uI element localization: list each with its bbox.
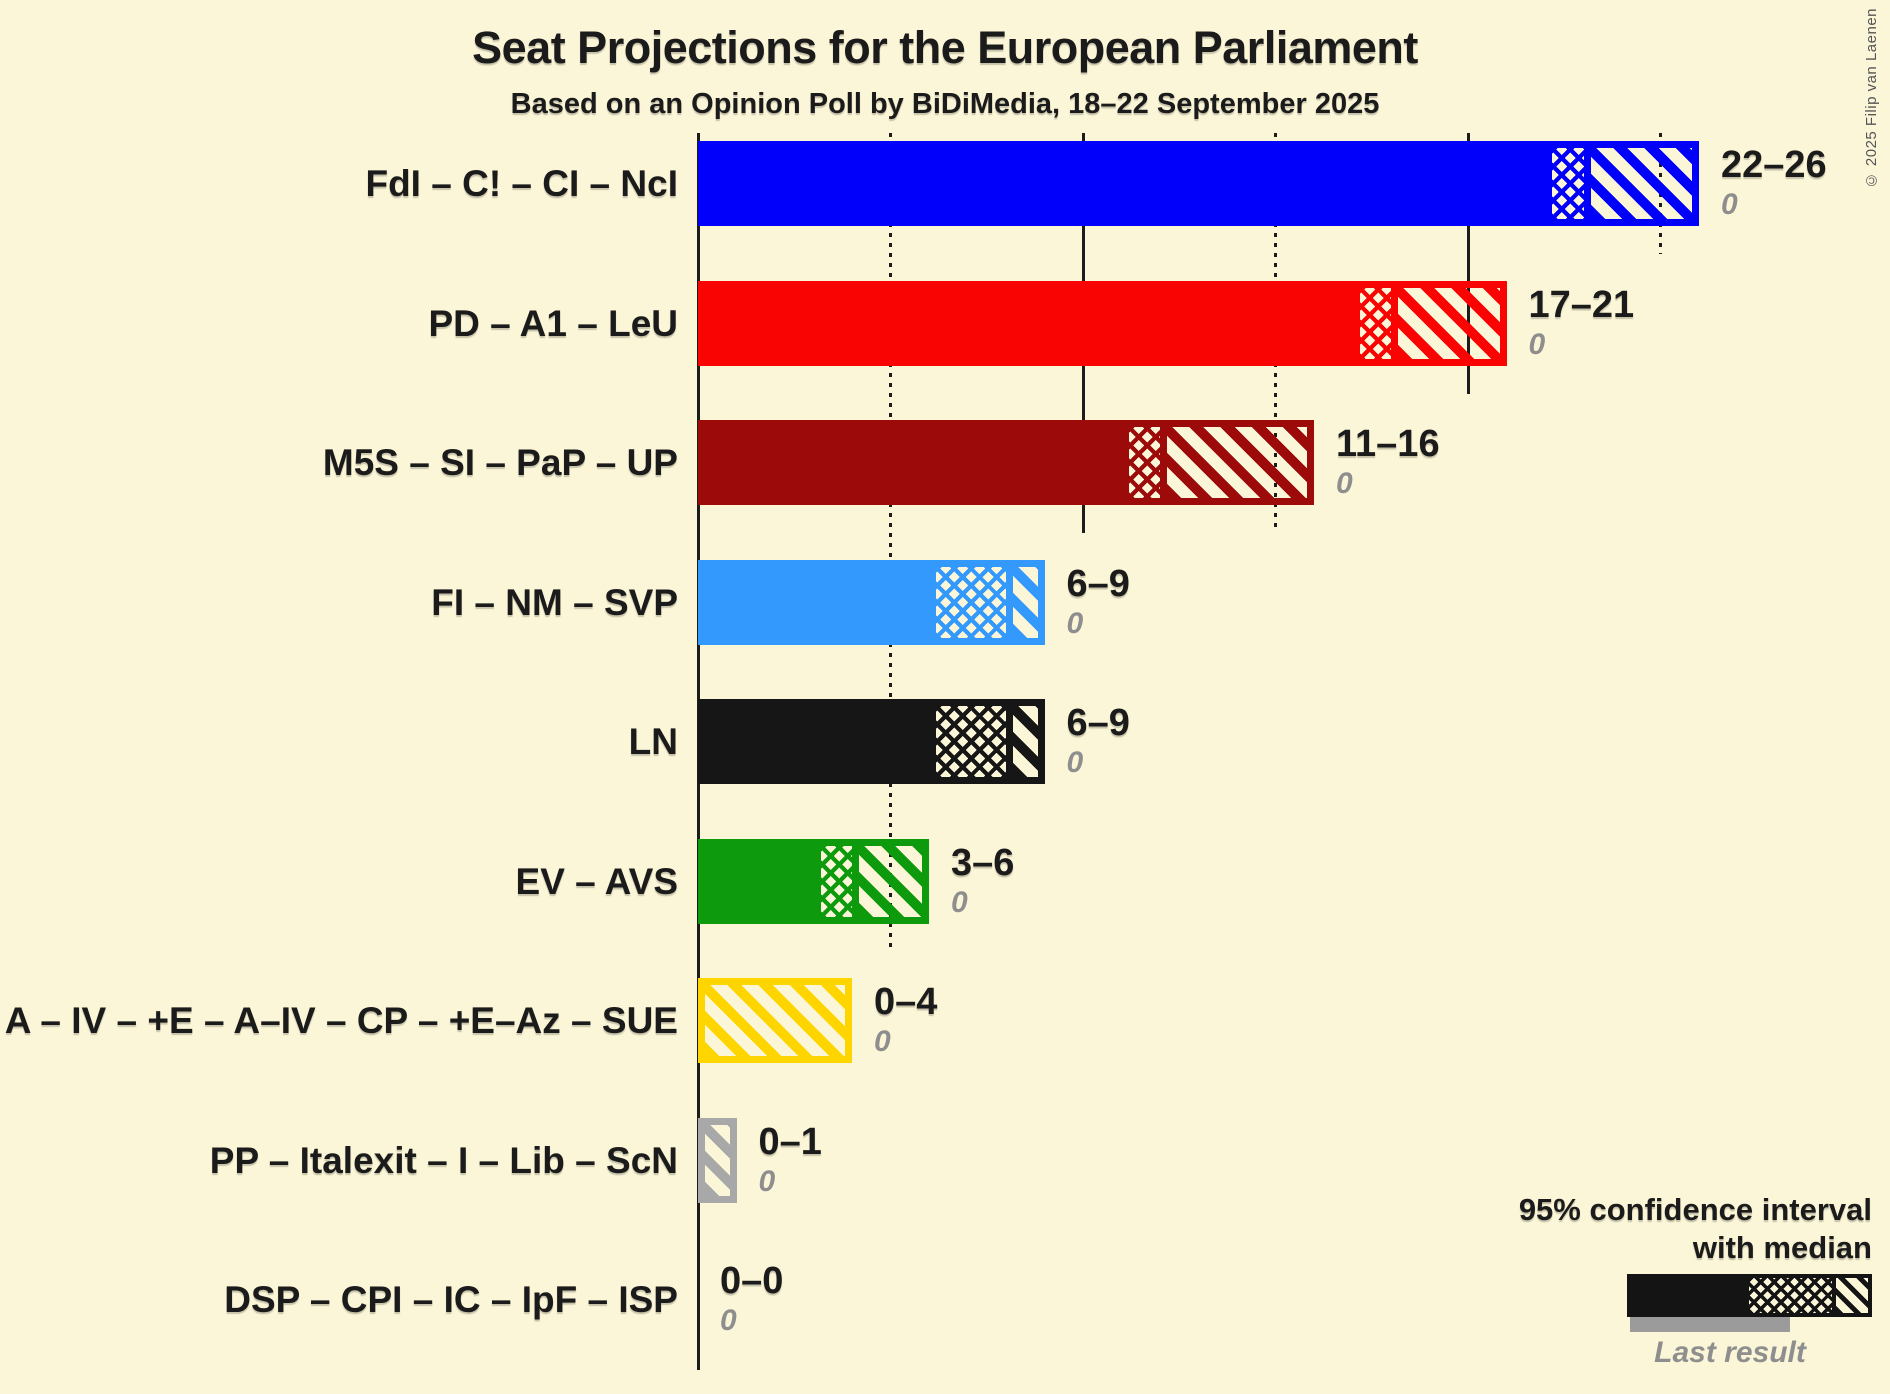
bar-crosshatch-segment — [820, 846, 852, 917]
bar-value-label: 6–9 0 — [1067, 561, 1130, 640]
last-result-value: 0 — [1066, 607, 1084, 640]
bar-median-separator — [1006, 567, 1013, 638]
last-result-value: 0 — [1336, 467, 1353, 500]
bar-label: PP – Italexit – I – Lib – ScN — [209, 1140, 678, 1181]
bar-diagonal-segment — [705, 1125, 730, 1196]
seat-range-label: 22–26 — [1721, 144, 1827, 186]
bar-label: FdI – C! – CI – NcI — [365, 163, 678, 204]
bar-crosshatch-segment — [936, 706, 1006, 777]
legend-last-result-label: Last result — [1654, 1336, 1806, 1369]
seat-range-label: 17–21 — [1528, 284, 1635, 326]
seat-range-label: 0–0 — [720, 1260, 784, 1302]
last-result-value: 0 — [874, 1025, 891, 1058]
seat-range-label: 6–9 — [1066, 563, 1130, 605]
bar-label: A – IV – +E – A–IV – CP – +E–Az – SUE — [4, 1000, 678, 1041]
bar-label: FI – NM – SVP — [431, 582, 678, 623]
last-result-value: 0 — [720, 1304, 737, 1337]
bar-label: LN — [628, 721, 678, 762]
bar-median-separator — [1006, 706, 1013, 777]
gridline-5 — [889, 133, 892, 952]
bar-confidence-interval — [698, 978, 852, 1063]
bar-median-separator — [1583, 148, 1591, 219]
legend-solid-segment — [1631, 1278, 1749, 1313]
bar-label: DSP – CPI – IC – IpF – ISP — [224, 1279, 678, 1320]
bar-solid-segment — [698, 141, 1545, 226]
bar-median-separator — [1160, 427, 1167, 498]
bar-diagonal-segment — [1167, 427, 1307, 498]
bar-median-separator — [852, 846, 859, 917]
bar-solid-segment — [698, 281, 1353, 366]
last-result-value: 0 — [758, 1165, 776, 1198]
legend-title-line2: with median — [1692, 1230, 1872, 1265]
seat-range-label: 0–4 — [874, 981, 938, 1023]
last-result-value: 0 — [1528, 328, 1546, 361]
bar-crosshatch-segment — [1128, 427, 1160, 498]
legend-last-result-bar — [1630, 1317, 1790, 1332]
bar-label: PD – A1 – LeU — [428, 303, 679, 344]
bar-solid-segment — [698, 839, 814, 924]
bar-confidence-interval — [813, 839, 929, 924]
bar-value-label: 0–0 0 — [720, 1258, 783, 1337]
bar-solid-segment — [698, 420, 1122, 505]
legend-sample-bar — [1627, 1274, 1872, 1317]
bar-value-label: 11–16 0 — [1336, 421, 1440, 500]
bar-solid-segment — [698, 699, 929, 784]
bar-confidence-interval — [1352, 281, 1507, 366]
seat-range-label: 11–16 — [1336, 423, 1440, 465]
bar-label: EV – AVS — [515, 861, 678, 902]
bar-diagonal-segment — [1013, 706, 1038, 777]
copyright-text: © 2025 Filip van Laenen — [1863, 8, 1880, 189]
bar-value-label: 6–9 0 — [1067, 700, 1130, 779]
bar-diagonal-segment — [859, 846, 922, 917]
chart-title: Seat Projections for the European Parlia… — [472, 22, 1418, 73]
bar-value-label: 3–6 0 — [951, 840, 1014, 919]
bar-diagonal-segment — [1590, 148, 1692, 219]
chart-subtitle: Based on an Opinion Poll by BiDiMedia, 1… — [510, 88, 1380, 120]
last-result-value: 0 — [1066, 746, 1084, 779]
gridline-20 — [1466, 133, 1470, 394]
bar-confidence-interval — [1121, 420, 1314, 505]
bar-confidence-interval — [698, 1118, 737, 1203]
bar-median-separator — [1391, 288, 1398, 359]
bar-diagonal-segment — [1013, 567, 1038, 638]
bar-diagonal-segment — [705, 985, 845, 1056]
seat-range-label: 6–9 — [1066, 702, 1130, 744]
legend-title-line1: 95% confidence interval — [1518, 1192, 1872, 1227]
bar-value-label: 0–4 0 — [874, 979, 937, 1058]
bar-label: M5S – SI – PaP – UP — [322, 442, 678, 483]
bar-solid-segment — [698, 560, 929, 645]
bar-value-label: 17–21 0 — [1529, 282, 1635, 361]
seat-range-label: 3–6 — [951, 842, 1015, 884]
bar-value-label: 22–26 0 — [1721, 142, 1827, 221]
bar-confidence-interval — [929, 699, 1045, 784]
bar-confidence-interval — [1545, 141, 1699, 226]
bar-crosshatch-segment — [1359, 288, 1391, 359]
bar-crosshatch-segment — [1552, 148, 1584, 219]
bar-crosshatch-segment — [936, 567, 1006, 638]
seat-range-label: 0–1 — [758, 1121, 822, 1163]
bar-diagonal-segment — [1398, 288, 1500, 359]
last-result-value: 0 — [1721, 188, 1738, 221]
legend-crosshatch-segment — [1749, 1278, 1832, 1313]
last-result-value: 0 — [951, 886, 968, 919]
legend-diagonal-segment — [1836, 1278, 1868, 1313]
bar-value-label: 0–1 0 — [759, 1119, 822, 1198]
legend-median-separator — [1832, 1278, 1836, 1313]
bar-confidence-interval — [929, 560, 1045, 645]
